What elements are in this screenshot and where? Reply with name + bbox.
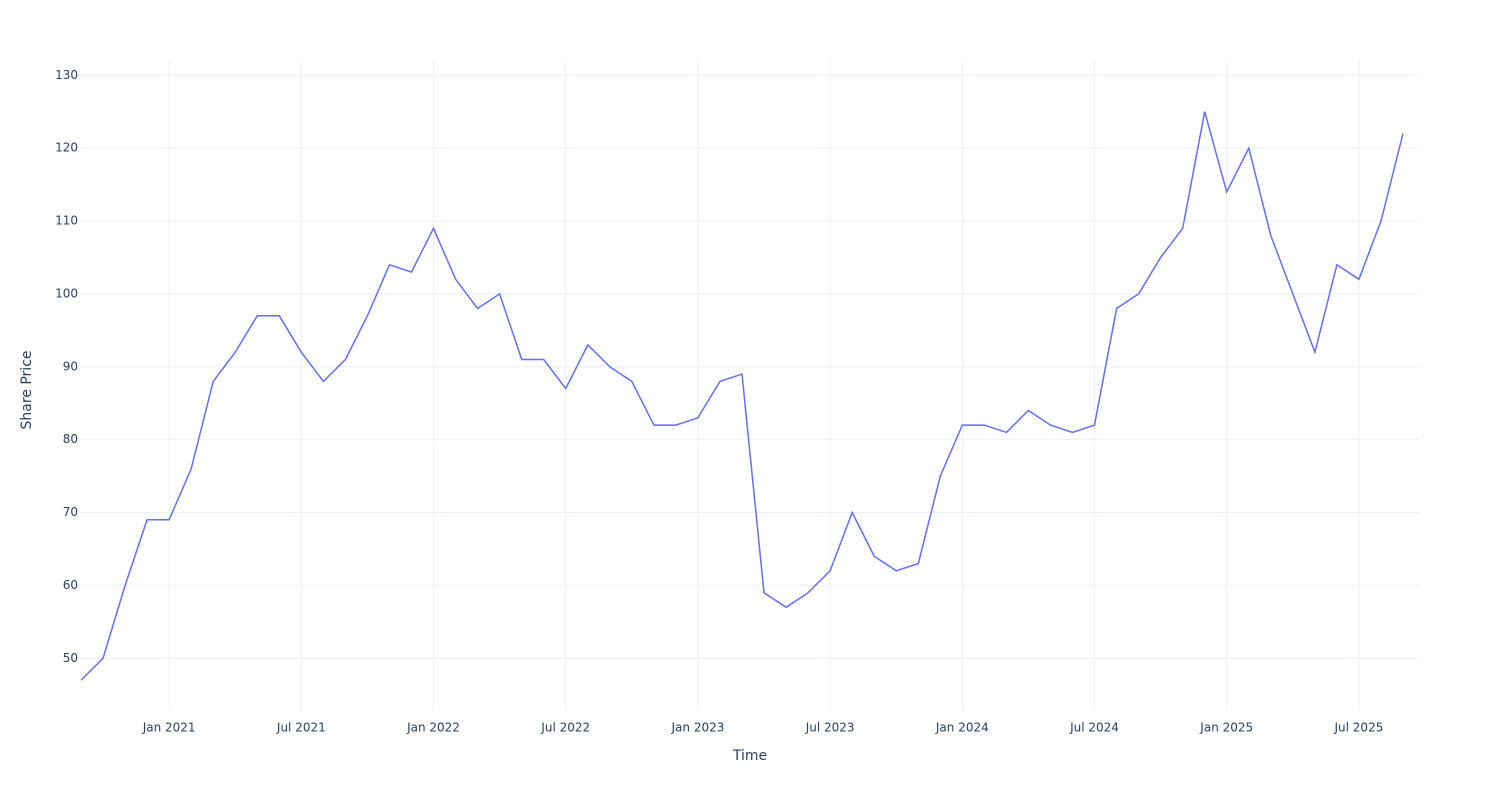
y-axis-title: Share Price	[19, 350, 35, 429]
y-tick-label: 100	[55, 286, 78, 300]
x-tick-label: Jul 2024	[1069, 721, 1119, 735]
y-tick-label: 120	[55, 141, 78, 155]
y-tick-label: 130	[55, 68, 78, 82]
y-tick-label: 80	[63, 432, 78, 446]
x-tick-label: Jan 2021	[142, 721, 196, 735]
x-tick-label: Jan 2024	[935, 721, 989, 735]
x-axis-title: Time	[732, 748, 767, 764]
y-tick-label: 110	[55, 214, 78, 228]
x-tick-label: Jan 2022	[406, 721, 460, 735]
x-tick-label: Jul 2023	[805, 721, 855, 735]
y-tick-label: 50	[63, 651, 78, 665]
x-tick-label: Jan 2025	[1199, 721, 1253, 735]
y-tick-label: 60	[63, 578, 78, 592]
x-tick-label: Jul 2022	[540, 721, 590, 735]
x-tick-label: Jul 2025	[1334, 721, 1384, 735]
x-tick-label: Jan 2023	[671, 721, 725, 735]
price-line	[80, 111, 1404, 681]
x-tick-label: Jul 2021	[276, 721, 326, 735]
y-tick-label: 70	[63, 505, 78, 519]
y-tick-label: 90	[63, 359, 78, 373]
